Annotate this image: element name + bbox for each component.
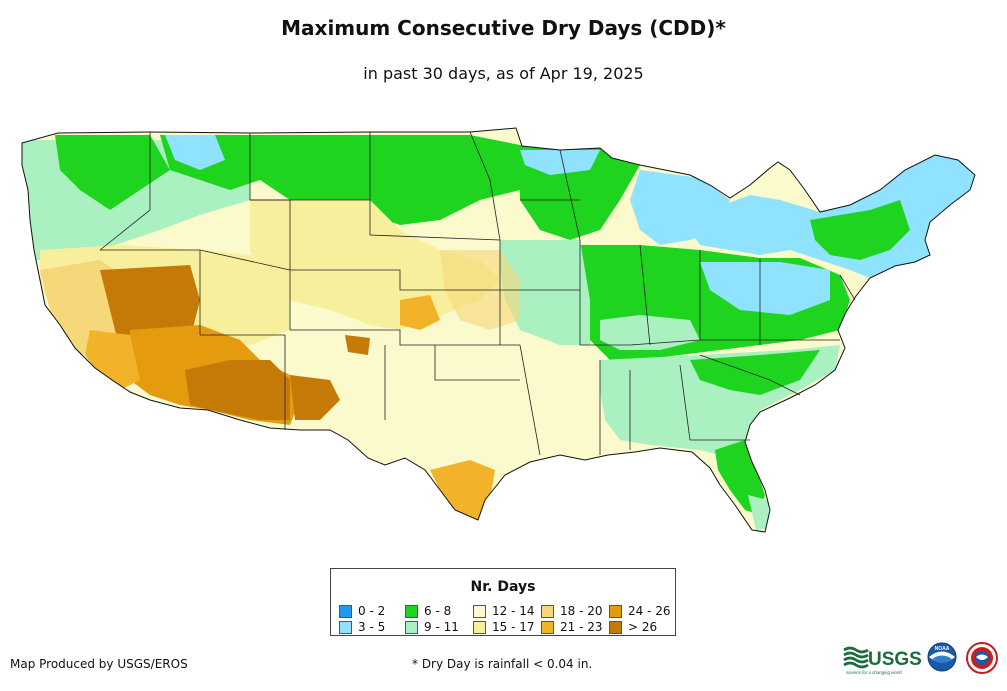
legend-swatch xyxy=(473,620,486,634)
legend-item: 21 - 23 xyxy=(541,619,609,635)
cdd-raster xyxy=(22,128,975,532)
legend-label: 21 - 23 xyxy=(560,620,603,634)
usgs-tagline: science for a changing world xyxy=(846,670,902,675)
nws-logo xyxy=(966,642,998,674)
legend-title: Nr. Days xyxy=(470,579,536,595)
legend-label: 3 - 5 xyxy=(358,620,386,634)
legend-item: > 26 xyxy=(609,619,675,635)
state-boundaries xyxy=(21,127,976,533)
legend-item: 0 - 2 xyxy=(339,603,405,619)
legend-label: 6 - 8 xyxy=(424,604,452,618)
legend-label: 12 - 14 xyxy=(492,604,535,618)
dry-day-footnote: * Dry Day is rainfall < 0.04 in. xyxy=(412,657,593,671)
legend-label: 15 - 17 xyxy=(492,620,535,634)
usgs-logo-text: USGS xyxy=(868,649,922,670)
legend-swatch xyxy=(609,604,622,618)
legend-grid: 0 - 2 6 - 8 12 - 14 18 - 20 24 - 26 3 - … xyxy=(339,603,671,635)
noaa-logo: NOAA xyxy=(927,642,957,672)
legend-swatch xyxy=(541,604,554,618)
producer-credit: Map Produced by USGS/EROS xyxy=(10,657,188,671)
legend-item: 9 - 11 xyxy=(405,619,473,635)
legend-swatch xyxy=(339,620,352,634)
legend-label: 24 - 26 xyxy=(628,604,671,618)
legend-label: > 26 xyxy=(628,620,658,634)
legend-swatch xyxy=(405,604,418,618)
legend-item: 12 - 14 xyxy=(473,603,541,619)
legend-item: 18 - 20 xyxy=(541,603,609,619)
map-title: Maximum Consecutive Dry Days (CDD)* xyxy=(281,16,726,40)
legend-label: 0 - 2 xyxy=(358,604,386,618)
legend-swatch xyxy=(541,620,554,634)
legend: Nr. Days 0 - 2 6 - 8 12 - 14 18 - 20 24 … xyxy=(330,568,676,636)
usgs-logo: USGS science for a changing world xyxy=(843,646,922,675)
agency-logos: USGS science for a changing world NOAA xyxy=(843,642,998,675)
legend-label: 9 - 11 xyxy=(424,620,459,634)
legend-item: 6 - 8 xyxy=(405,603,473,619)
map-subtitle: in past 30 days, as of Apr 19, 2025 xyxy=(363,64,644,83)
legend-item: 3 - 5 xyxy=(339,619,405,635)
legend-item: 24 - 26 xyxy=(609,603,675,619)
legend-swatch xyxy=(405,620,418,634)
legend-swatch xyxy=(609,620,622,634)
legend-item: 15 - 17 xyxy=(473,619,541,635)
noaa-logo-text: NOAA xyxy=(935,646,950,652)
legend-swatch xyxy=(473,604,486,618)
legend-swatch xyxy=(339,604,352,618)
legend-label: 18 - 20 xyxy=(560,604,603,618)
